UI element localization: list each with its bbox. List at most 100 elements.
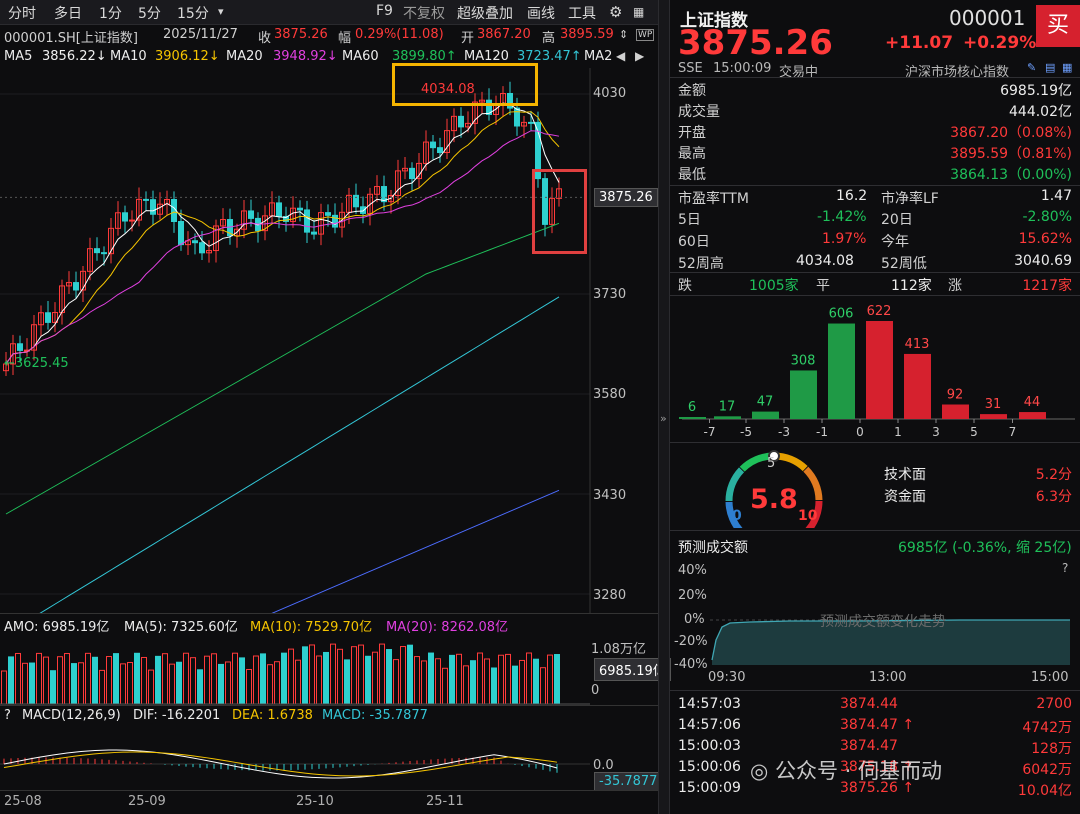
- wp-icon[interactable]: WP: [636, 29, 655, 41]
- candle-body: [45, 312, 51, 323]
- amo-bar: [57, 656, 63, 705]
- candle-body: [52, 312, 58, 323]
- prev-arrow-icon[interactable]: ◀: [616, 49, 626, 63]
- stat-label: 金额: [678, 83, 706, 99]
- amo-legend: AMO: 6985.19亿 MA(5): 7325.60亿 MA(10): 75…: [0, 613, 658, 635]
- trade-time: 15:00:09: [678, 780, 741, 796]
- y-tick-3280: 3280: [593, 588, 627, 603]
- tab-multiday[interactable]: 多日: [54, 6, 82, 22]
- candle-body: [353, 194, 359, 208]
- dist-bar-label: 413: [905, 337, 930, 352]
- dist-bar: [1019, 412, 1046, 419]
- ma60-line: [5, 222, 560, 515]
- forecast-help-icon[interactable]: ?: [1062, 561, 1069, 575]
- expand-icon[interactable]: ⇕: [619, 28, 629, 41]
- macd-chart[interactable]: [0, 726, 658, 790]
- candle-body: [430, 141, 436, 149]
- settings-gear-icon[interactable]: ⚙: [609, 3, 623, 21]
- high-value: 3895.59: [560, 27, 614, 42]
- amo-bar: [169, 663, 175, 705]
- dist-bar-label: 92: [947, 388, 964, 403]
- y-tick-3430: 3430: [593, 488, 627, 503]
- collapse-icon[interactable]: »: [660, 412, 667, 425]
- dist-bar: [942, 404, 969, 419]
- trade-price: 3874.47: [840, 738, 898, 754]
- candle-body: [206, 250, 212, 254]
- amo-bar: [190, 657, 196, 705]
- trade-volume: 4742万: [1022, 720, 1072, 736]
- amo-bar: [281, 652, 287, 705]
- amo-bar: [337, 648, 343, 705]
- stat-label: 最高: [678, 146, 706, 162]
- amo-bar: [218, 663, 224, 705]
- amo-bar: [78, 662, 84, 705]
- draw-line-button[interactable]: 画线: [527, 6, 555, 22]
- candle-body: [276, 202, 282, 218]
- amo-bar: [295, 659, 301, 705]
- time-axis: 25-08 25-09 25-10 25-11: [0, 790, 658, 814]
- stat-value: 3867.20（0.08%): [950, 125, 1072, 141]
- ma120-value: 3723.47↑: [517, 49, 582, 64]
- y-tick-3580: 3580: [593, 387, 627, 402]
- open-value: 3867.20: [477, 27, 531, 42]
- tab-intraday[interactable]: 分时: [8, 6, 36, 22]
- candle-body: [535, 121, 541, 180]
- buy-button[interactable]: 买: [1036, 5, 1080, 47]
- pe-label: 市盈率TTM: [678, 191, 749, 207]
- amo-bar: [442, 667, 448, 705]
- candle-body: [213, 225, 219, 252]
- amplitude-label: 幅: [338, 31, 352, 46]
- stat-value: 3895.59（0.81%): [950, 146, 1072, 162]
- edit-icon[interactable]: ✎: [1027, 61, 1037, 74]
- kline-chart[interactable]: [0, 68, 658, 613]
- dist-bar-label: 47: [757, 395, 774, 410]
- period-dropdown-icon[interactable]: ▾: [218, 5, 224, 18]
- amo-bar: [533, 658, 539, 705]
- chart-icon[interactable]: ▤: [1045, 61, 1056, 74]
- trade-time: 15:00:03: [678, 738, 741, 754]
- amo-chart[interactable]: [0, 634, 658, 705]
- dist-bar-label: 308: [791, 353, 816, 368]
- next-arrow-icon[interactable]: ▶: [635, 49, 645, 63]
- trade-time: 14:57:06: [678, 717, 741, 733]
- low-marker-label: ←3625.45: [4, 356, 69, 371]
- panel-splitter[interactable]: »: [658, 0, 670, 814]
- amo-bar: [498, 654, 504, 705]
- f9-button[interactable]: F9: [376, 3, 393, 19]
- trade-time: 15:00:06: [678, 759, 741, 775]
- open-label: 开: [461, 31, 475, 46]
- macd-help-icon[interactable]: ?: [4, 708, 11, 723]
- score-gauge: [725, 450, 823, 528]
- candle-body: [549, 197, 555, 225]
- tab-15min[interactable]: 15分: [177, 6, 209, 22]
- 52w-low-label: 52周低: [881, 256, 927, 272]
- gauge-value: 5.8: [750, 484, 798, 515]
- candle-body: [164, 199, 170, 205]
- candle-body: [409, 167, 415, 180]
- amo-bar: [15, 652, 21, 705]
- dist-bar-label: 31: [985, 397, 1002, 412]
- ytd-value: 15.62%: [1018, 231, 1072, 247]
- tab-5min[interactable]: 5分: [138, 6, 161, 22]
- candle-body: [129, 219, 135, 222]
- candle-body: [402, 167, 408, 172]
- dist-tick-label: 3: [932, 425, 940, 439]
- layout-grid-icon[interactable]: ▦: [633, 5, 645, 19]
- candle-body: [248, 210, 254, 219]
- dist-bar: [980, 414, 1007, 419]
- candle-body: [122, 212, 128, 222]
- grid-icon[interactable]: ▦: [1062, 61, 1073, 74]
- tools-button[interactable]: 工具: [568, 6, 596, 22]
- amo-bar: [519, 659, 525, 705]
- amo-bar: [141, 656, 147, 705]
- overlay-button[interactable]: 超级叠加: [457, 6, 513, 22]
- candle-body: [311, 231, 317, 235]
- amo-bar: [204, 655, 210, 705]
- amo-bar: [344, 659, 350, 705]
- gauge-max: 10: [798, 508, 818, 524]
- candle-body: [472, 101, 478, 124]
- ma120-label: MA120: [464, 49, 509, 64]
- tab-1min[interactable]: 1分: [99, 6, 122, 22]
- candle-body: [374, 186, 380, 195]
- no-adjust-button[interactable]: 不复权: [403, 6, 445, 22]
